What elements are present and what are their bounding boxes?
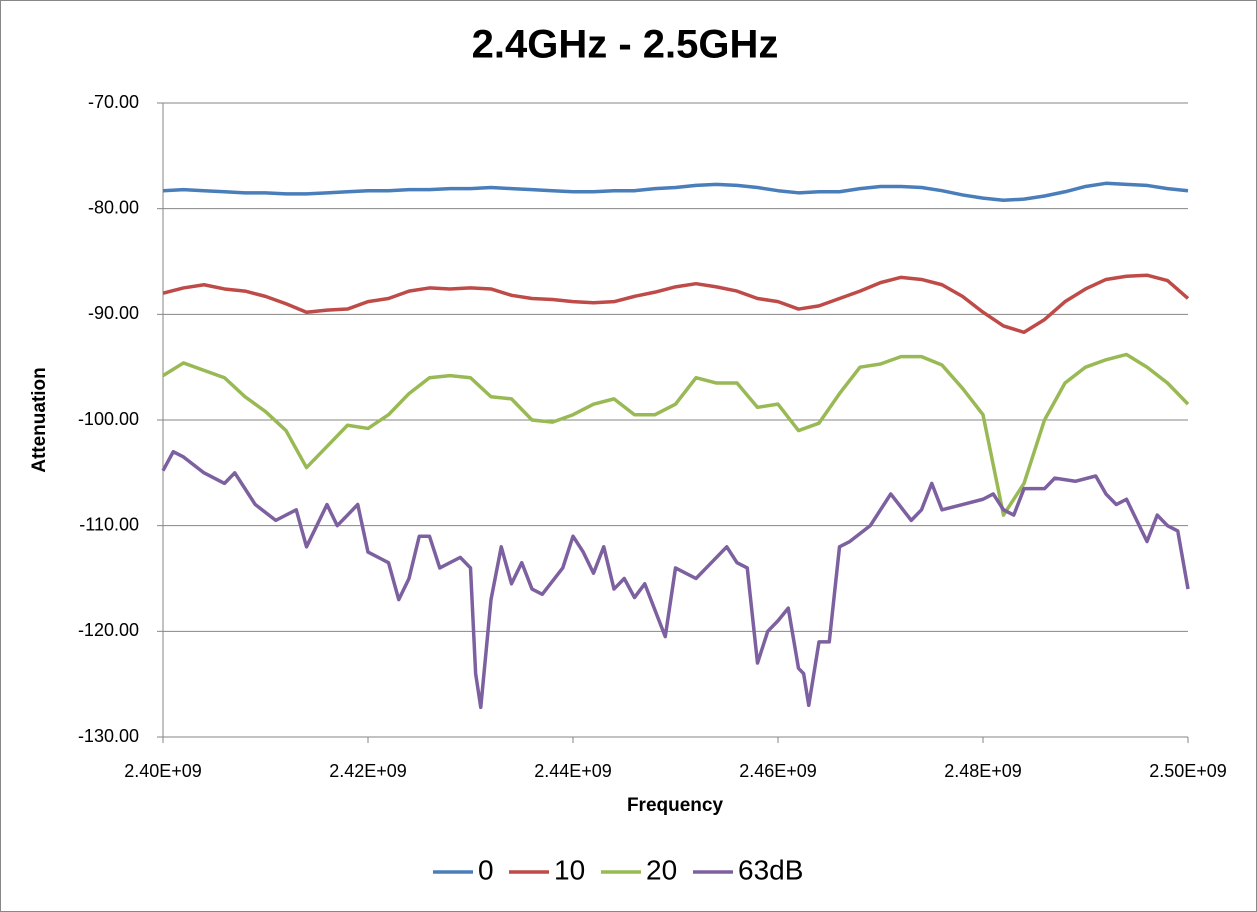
legend-label: 20 [646,854,677,885]
y-tick-label: -110.00 [79,514,139,534]
y-axis-label: Attenuation [29,367,50,473]
chart-title: 2.4GHz - 2.5GHz [472,23,779,67]
y-tick-label: -120.00 [78,620,139,640]
legend-label: 0 [478,854,494,885]
x-tick-label: 2.42E+09 [329,761,407,781]
x-tick-label: 2.50E+09 [1149,761,1227,781]
series-line [162,181,1189,202]
series-line [162,273,1190,335]
x-tick-label: 2.46E+09 [739,761,817,781]
x-tick-label: 2.40E+09 [124,761,202,781]
legend-label: 10 [554,854,585,885]
y-tick-label: -90.00 [88,303,139,323]
x-tick-label: 2.48E+09 [944,761,1022,781]
series-line [162,352,1190,517]
x-tick-label: 2.44E+09 [534,761,612,781]
y-tick-label: -70.00 [88,92,139,112]
series-line [161,449,1190,710]
y-tick-label: -130.00 [78,726,139,746]
y-tick-label: -80.00 [88,197,139,217]
y-tick-label: -100.00 [78,409,139,429]
legend-label: 63dB [738,854,803,885]
x-axis-label: Frequency [627,795,724,816]
